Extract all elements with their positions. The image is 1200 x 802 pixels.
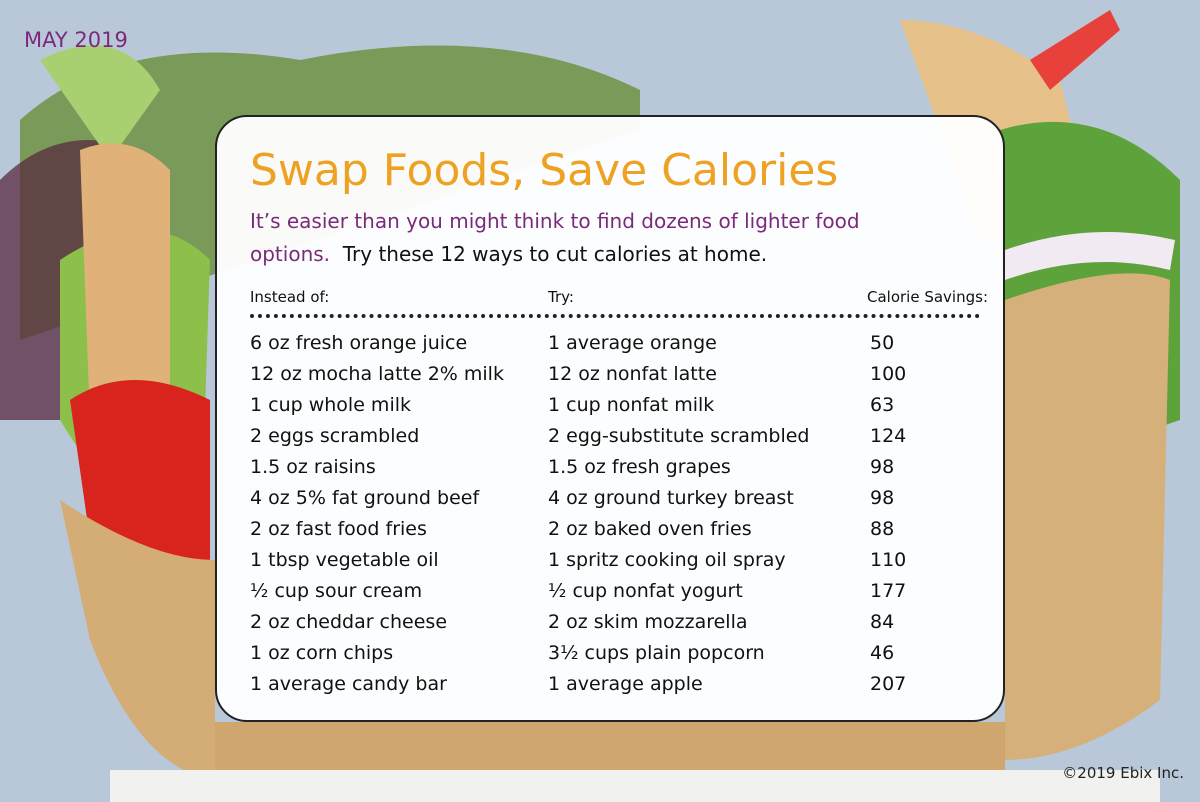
- subtitle-text: Try these 12 ways to cut calories at hom…: [342, 242, 768, 266]
- food-item: 3½ cups plain popcorn: [548, 642, 765, 664]
- food-item: 2 oz baked oven fries: [548, 518, 752, 540]
- food-item: 12 oz nonfat latte: [548, 363, 717, 385]
- food-item: 1 average apple: [548, 673, 703, 695]
- food-item: 4 oz 5% fat ground beef: [250, 487, 480, 509]
- subtitle: It’s easier than you might think to find…: [250, 205, 870, 271]
- food-item: 1 oz corn chips: [250, 642, 394, 664]
- calorie-savings: 177: [870, 580, 907, 602]
- food-item: 2 egg-substitute scrambled: [548, 425, 810, 447]
- column-header: Try:: [548, 288, 574, 306]
- date: MAY 2019: [24, 28, 128, 52]
- calorie-savings: 124: [870, 425, 907, 447]
- food-item: 12 oz mocha latte 2% milk: [250, 363, 504, 385]
- title: Swap Foods, Save Calories: [250, 145, 839, 196]
- calorie-savings: 110: [870, 549, 907, 571]
- calorie-savings: 207: [870, 673, 907, 695]
- calorie-savings: 88: [870, 518, 895, 540]
- calorie-savings: 63: [870, 394, 895, 416]
- food-item: 1.5 oz raisins: [250, 456, 376, 478]
- food-item: 1 cup whole milk: [250, 394, 411, 416]
- food-item: 1 tbsp vegetable oil: [250, 549, 439, 571]
- food-item: 1.5 oz fresh grapes: [548, 456, 731, 478]
- food-item: 2 oz fast food fries: [250, 518, 427, 540]
- subtitle-highlight: It’s easier than you might think to find…: [250, 209, 860, 266]
- food-item: 1 spritz cooking oil spray: [548, 549, 786, 571]
- copyright: ©2019 Ebix Inc.: [1062, 764, 1184, 782]
- column-header: Calorie Savings:: [867, 288, 988, 306]
- column-header: Instead of:: [250, 288, 330, 306]
- dotted-divider: [250, 314, 980, 318]
- food-item: 2 oz cheddar cheese: [250, 611, 448, 633]
- calorie-savings: 84: [870, 611, 895, 633]
- calorie-savings: 46: [870, 642, 895, 664]
- food-item: 2 oz skim mozzarella: [548, 611, 748, 633]
- calorie-savings: 98: [870, 487, 895, 509]
- calorie-savings: 98: [870, 456, 895, 478]
- food-item: 1 average candy bar: [250, 673, 447, 695]
- calorie-savings: 100: [870, 363, 907, 385]
- food-item: 2 eggs scrambled: [250, 425, 420, 447]
- food-item: ½ cup nonfat yogurt: [548, 580, 743, 602]
- food-item: 1 cup nonfat milk: [548, 394, 715, 416]
- food-item: 6 oz fresh orange juice: [250, 332, 468, 354]
- calorie-savings: 50: [870, 332, 895, 354]
- card: Swap Foods, Save Calories It’s easier th…: [215, 115, 1005, 722]
- food-item: 4 oz ground turkey breast: [548, 487, 794, 509]
- food-item: 1 average orange: [548, 332, 717, 354]
- food-item: ½ cup sour cream: [250, 580, 423, 602]
